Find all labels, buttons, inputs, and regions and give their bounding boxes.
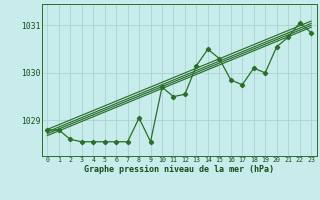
X-axis label: Graphe pression niveau de la mer (hPa): Graphe pression niveau de la mer (hPa) — [84, 165, 274, 174]
